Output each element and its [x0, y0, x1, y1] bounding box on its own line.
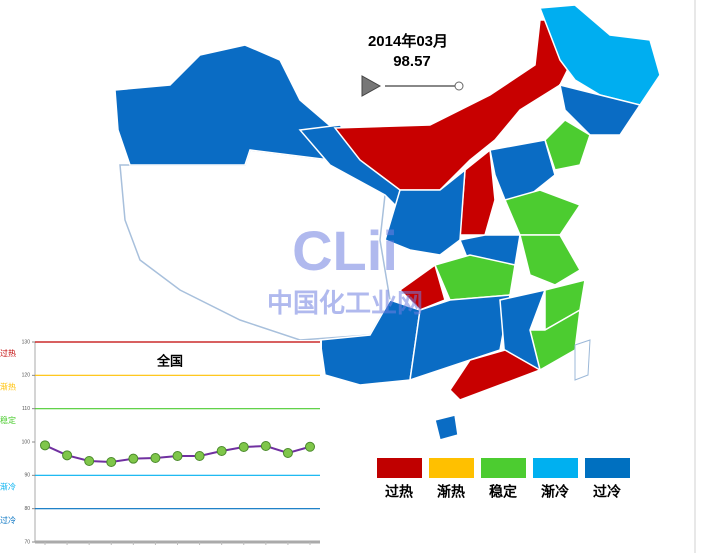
jiangsu	[519, 234, 582, 286]
y-tick-label: 110	[22, 406, 30, 412]
band-label: 过冷	[0, 515, 16, 525]
y-tick-label: 130	[22, 339, 31, 345]
chart-panel	[30, 340, 322, 550]
taiwan	[574, 339, 591, 381]
index-value: 98.57	[393, 53, 431, 70]
hainan	[434, 414, 459, 441]
legend-swatch	[429, 458, 474, 478]
legend-label: 稳定	[489, 484, 517, 500]
point	[194, 451, 205, 461]
watermark-name: 中国化工业网	[267, 288, 423, 318]
y-tick-label: 90	[24, 473, 30, 479]
chart-title: 全国	[156, 353, 183, 368]
chongqing	[398, 263, 446, 311]
point	[282, 448, 293, 458]
shandong	[503, 189, 582, 236]
slider-handle[interactable]	[454, 81, 464, 91]
point	[305, 441, 315, 452]
jilin	[559, 83, 642, 136]
legend-label: 过热	[385, 484, 413, 500]
watermark-logo: CLii	[292, 219, 398, 282]
legend-swatch	[481, 458, 526, 478]
shaanxi	[384, 168, 466, 256]
legend-swatch	[585, 458, 630, 478]
band-label: 稳定	[0, 415, 16, 425]
point	[62, 450, 73, 461]
map-legend: 过热 渐热 稳定 渐冷 过冷	[377, 458, 630, 500]
band-label: 渐冷	[0, 481, 16, 491]
legend-label: 渐热	[437, 484, 465, 500]
y-tick-label: 80	[24, 506, 30, 512]
hebei	[489, 139, 556, 201]
liaoning	[544, 119, 591, 171]
guangdong	[449, 349, 542, 401]
legend-swatch	[533, 458, 578, 478]
point	[150, 453, 161, 463]
y-tick-label: 120	[22, 373, 31, 379]
point	[260, 441, 271, 451]
y-tick-label: 100	[22, 439, 31, 445]
point	[128, 453, 139, 464]
heilongjiang	[538, 4, 661, 106]
legend-label: 过冷	[593, 484, 621, 500]
point	[216, 446, 227, 456]
legend-swatch	[377, 458, 422, 478]
legend-label: 渐冷	[541, 484, 569, 500]
point	[238, 442, 249, 452]
point	[106, 457, 117, 467]
point	[172, 451, 183, 461]
point	[40, 440, 50, 451]
date: 2014年03月	[368, 32, 448, 50]
hubei	[433, 254, 516, 301]
band-label: 渐热	[0, 381, 16, 391]
y-tick-label: 70	[24, 539, 30, 545]
xinjiang	[114, 44, 336, 166]
play-button[interactable]	[361, 75, 382, 97]
band-label: 过热	[0, 348, 16, 358]
map	[114, 4, 661, 441]
point	[84, 456, 95, 466]
